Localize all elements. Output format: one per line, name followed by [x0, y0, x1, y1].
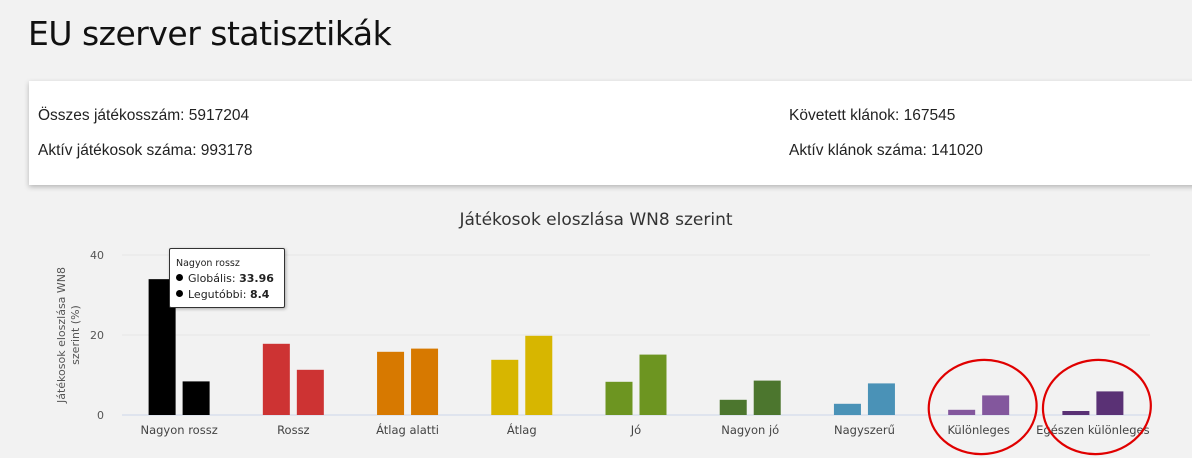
bullet-icon	[176, 290, 183, 297]
bar-global	[377, 351, 405, 415]
y-axis-label: szerint (%)	[69, 305, 82, 365]
tooltip-row-global: Globális: 33.96	[176, 271, 278, 287]
server-stats-card: Összes játékosszám: 5917204 Aktív játéko…	[29, 81, 1192, 185]
chart-tooltip: Nagyon rossz Globális: 33.96 Legutóbbi: …	[169, 248, 285, 308]
tooltip-label: Legutóbbi:	[188, 288, 247, 301]
bar-recent	[182, 381, 210, 415]
wn8-distribution-chart: Játékosok eloszlása WN8 szerint 0 20 40 Játé…	[0, 200, 1192, 458]
x-tick-label: Átlag	[507, 422, 537, 437]
bar-global	[1062, 411, 1090, 415]
bar-recent	[1096, 391, 1124, 415]
bar-global	[491, 359, 519, 415]
x-tick-label: Rossz	[277, 423, 310, 437]
tooltip-value: 33.96	[239, 272, 274, 285]
x-tick-label: Nagyon jó	[721, 423, 779, 437]
tooltip-title: Nagyon rossz	[176, 258, 240, 269]
bar-recent	[982, 395, 1010, 415]
annotation-circle	[927, 358, 1038, 456]
bar-global	[719, 399, 747, 415]
annotation-circle	[1041, 358, 1152, 456]
chart-title: Játékosok eloszlása WN8 szerint	[458, 210, 732, 230]
x-tick-label: Nagyon rossz	[140, 423, 217, 437]
tooltip-label: Globális:	[188, 272, 236, 285]
bar-recent	[639, 354, 667, 415]
bar-global	[605, 381, 633, 415]
x-tick-label: Jó	[630, 423, 641, 437]
total-players-stat: Összes játékosszám: 5917204	[38, 107, 250, 124]
bullet-icon	[176, 274, 183, 281]
tracked-clans-stat: Követett klánok: 167545	[789, 107, 956, 124]
y-tick-label: 0	[97, 409, 104, 422]
page-title: EU szerver statisztikák	[28, 14, 392, 53]
y-tick-label: 20	[90, 329, 104, 342]
x-tick-label: Egészen különleges	[1036, 423, 1149, 437]
x-tick-label: Különleges	[947, 423, 1009, 437]
x-tick-label: Átlag alatti	[376, 422, 439, 437]
active-players-stat: Aktív játékosok száma: 993178	[38, 142, 253, 159]
y-axis-label: Játékosok eloszlása WN8	[55, 267, 68, 404]
bar-recent	[753, 380, 781, 415]
bar-global	[833, 403, 861, 415]
chart-canvas: Játékosok eloszlása WN8 szerint 0 20 40 Játé…	[55, 210, 1152, 456]
bar-recent	[867, 383, 895, 415]
bar-global	[262, 343, 290, 415]
y-tick-label: 40	[90, 249, 104, 262]
bar-recent	[411, 348, 439, 415]
bar-recent	[525, 335, 553, 415]
x-tick-label: Nagyszerű	[834, 423, 895, 437]
bar-recent	[296, 369, 324, 415]
bar-global	[948, 409, 976, 415]
tooltip-value: 8.4	[249, 288, 270, 301]
active-clans-stat: Aktív klánok száma: 141020	[789, 142, 983, 159]
tooltip-row-recent: Legutóbbi: 8.4	[176, 287, 278, 303]
